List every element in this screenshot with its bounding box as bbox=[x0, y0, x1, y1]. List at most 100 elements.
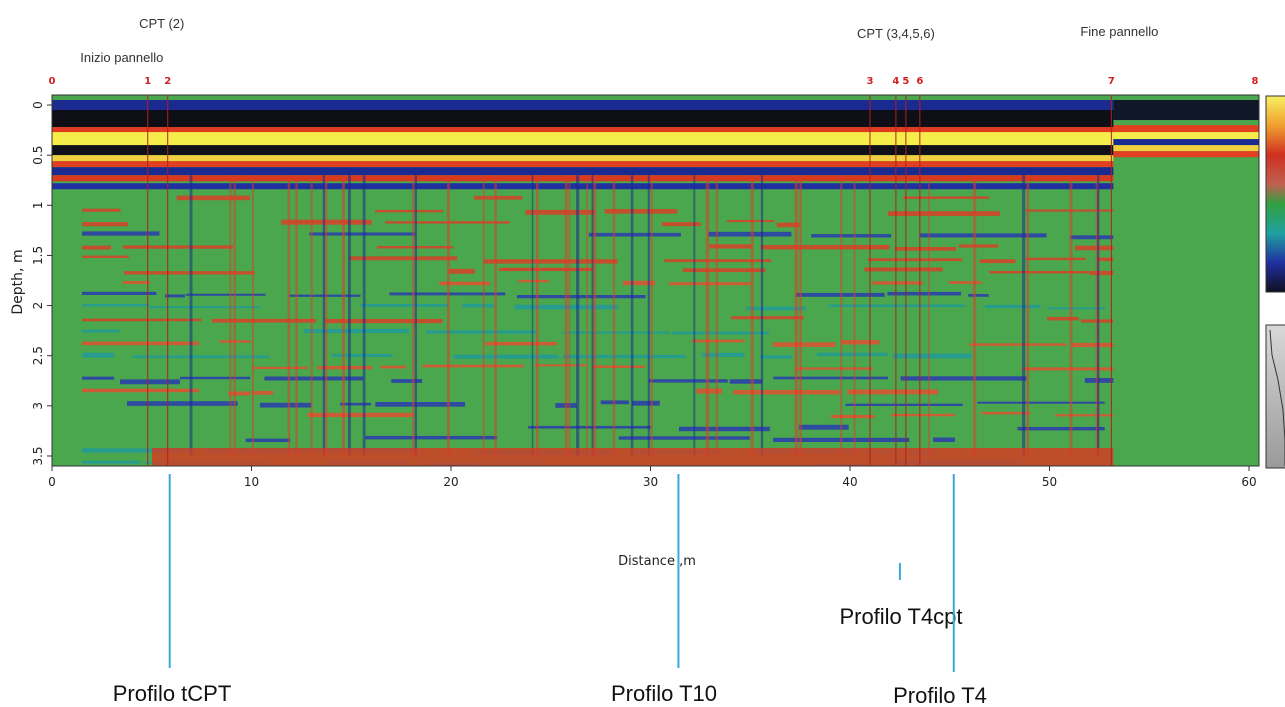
reflection-streak bbox=[82, 388, 199, 393]
reflection-streak bbox=[920, 233, 1047, 238]
reflection-streak bbox=[176, 195, 250, 201]
reflection-streak bbox=[439, 281, 491, 286]
reflection-streak bbox=[1021, 367, 1114, 371]
vertical-streak bbox=[535, 175, 539, 456]
reflection-streak bbox=[360, 304, 449, 307]
reflection-streak bbox=[668, 282, 751, 286]
reflection-band bbox=[52, 145, 1114, 156]
vertical-streak bbox=[324, 175, 328, 456]
reflection-band bbox=[1113, 151, 1259, 158]
vertical-streak bbox=[412, 175, 415, 456]
reflection-streak bbox=[622, 280, 656, 286]
reflection-streak bbox=[82, 303, 150, 307]
reflection-streak bbox=[981, 411, 1031, 415]
vertical-streak bbox=[362, 175, 366, 456]
vertical-streak bbox=[693, 175, 696, 456]
reflection-streak bbox=[989, 270, 1090, 274]
reflection-band bbox=[1113, 100, 1259, 121]
plot-frame bbox=[51, 94, 1260, 467]
reflection-streak bbox=[252, 366, 308, 370]
reflection-streak bbox=[900, 376, 1027, 381]
reflection-band bbox=[52, 132, 1114, 146]
y-axis: 0 0.5 1 1.5 2 2.5 3 3.5 bbox=[31, 101, 52, 466]
reflection-streak bbox=[462, 303, 494, 308]
vertical-streak bbox=[322, 175, 326, 456]
reflection-streak bbox=[375, 209, 444, 213]
profile-label: Profilo T10 bbox=[611, 681, 717, 706]
reflection-streak bbox=[977, 401, 1105, 404]
reflection-streak bbox=[1047, 316, 1079, 321]
reflection-streak bbox=[340, 402, 371, 406]
reflection-band bbox=[1113, 132, 1259, 140]
y-tick-label: 3.5 bbox=[31, 446, 45, 465]
reflection-streak bbox=[772, 342, 836, 347]
reflection-streak bbox=[264, 376, 364, 381]
reflection-streak bbox=[979, 259, 1016, 264]
reflection-streak bbox=[816, 352, 888, 357]
profile-label: Profilo T4 bbox=[893, 683, 987, 707]
gain-curve bbox=[1269, 329, 1285, 466]
reflection-streak bbox=[691, 339, 745, 343]
vertical-streak bbox=[586, 175, 588, 456]
reflection-streak bbox=[1017, 426, 1105, 431]
vertical-streak bbox=[1022, 175, 1026, 456]
reflection-streak bbox=[776, 222, 800, 228]
vertical-streak bbox=[482, 175, 485, 456]
vertical-streak bbox=[564, 175, 568, 456]
reflection-streak bbox=[303, 329, 409, 334]
reflection-streak bbox=[985, 304, 1041, 309]
reflection-streak bbox=[958, 244, 999, 248]
vertical-streak bbox=[414, 175, 417, 456]
reflection-streak bbox=[887, 291, 962, 296]
top-annotation: CPT (2) bbox=[139, 16, 184, 31]
reflection-streak bbox=[525, 209, 595, 215]
reflection-streak bbox=[933, 437, 955, 442]
reflection-streak bbox=[1075, 245, 1114, 251]
reflection-streak bbox=[122, 280, 151, 284]
y-tick-label: 0.5 bbox=[31, 146, 45, 165]
marker-label: 5 bbox=[902, 76, 909, 87]
reflection-streak bbox=[82, 245, 112, 250]
reflection-streak bbox=[867, 258, 963, 262]
reflection-streak bbox=[82, 318, 202, 322]
reflection-streak bbox=[702, 352, 745, 357]
reflection-streak bbox=[890, 413, 955, 417]
reflection-streak bbox=[682, 268, 766, 273]
reflection-streak bbox=[309, 232, 416, 236]
reflection-streak bbox=[618, 436, 750, 440]
reflection-streak bbox=[968, 294, 989, 297]
reflection-streak bbox=[795, 367, 873, 370]
y-axis-label: Depth, m bbox=[10, 249, 26, 314]
reflection-streak bbox=[120, 379, 180, 385]
reflection-streak bbox=[228, 391, 251, 396]
reflection-streak bbox=[811, 234, 892, 238]
reflection-streak bbox=[485, 341, 558, 346]
vertical-streak bbox=[1097, 175, 1100, 456]
top-annotations: CPT (2) Inizio pannello CPT (3,4,5,6) Fine … bbox=[80, 16, 1158, 65]
reflection-streak bbox=[474, 195, 523, 200]
reflection-streak bbox=[365, 435, 498, 440]
reflection-streak bbox=[708, 231, 792, 237]
reflection-streak bbox=[892, 353, 972, 359]
reflection-streak bbox=[726, 220, 775, 223]
bottom-band bbox=[152, 447, 1114, 466]
x-axis-label: Distance ,m bbox=[618, 554, 696, 569]
reflection-streak bbox=[773, 376, 888, 380]
vertical-streak bbox=[310, 175, 313, 456]
reflection-streak bbox=[1048, 307, 1106, 310]
reflection-band bbox=[1113, 125, 1259, 133]
reflection-streak bbox=[662, 222, 701, 227]
vertical-streak bbox=[715, 175, 718, 456]
reflection-streak bbox=[841, 339, 880, 345]
reflection-streak bbox=[123, 271, 255, 275]
reflection-streak bbox=[1070, 235, 1114, 240]
profile-callouts: Profilo tCPT Profilo T10 Profilo T4cpt Prof… bbox=[113, 474, 987, 707]
x-tick-label: 60 bbox=[1241, 475, 1256, 489]
vertical-streak bbox=[229, 175, 232, 456]
x-tick-label: 0 bbox=[48, 475, 56, 489]
y-tick-label: 0 bbox=[31, 101, 45, 109]
reflection-streak bbox=[483, 259, 618, 264]
reflection-streak bbox=[648, 379, 728, 383]
